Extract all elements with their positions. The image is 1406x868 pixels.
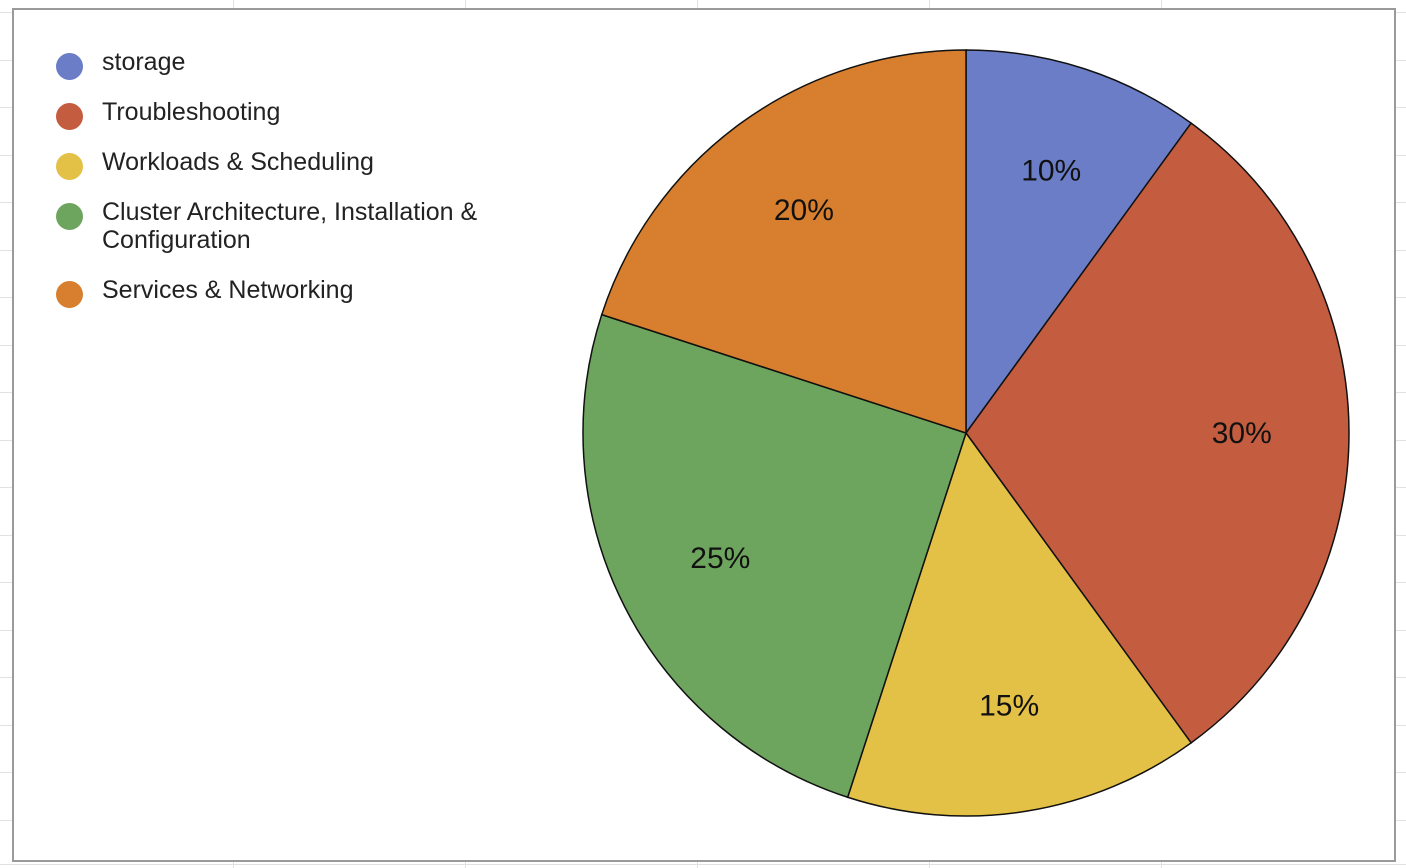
slice-percent-label: 30%: [1212, 417, 1272, 450]
slice-percent-label: 10%: [1021, 155, 1081, 188]
legend-dot-icon: [56, 203, 83, 230]
pie-slice-cluster-architecture-installation-configuration[interactable]: [582, 313, 967, 799]
legend-label: Troubleshooting: [102, 98, 281, 126]
legend-dot-icon: [56, 281, 83, 308]
pie-slice-storage[interactable]: [965, 49, 1193, 436]
slice-percent-label: 20%: [774, 194, 834, 227]
legend-label: Workloads & Scheduling: [102, 148, 374, 176]
legend-dot-icon: [56, 153, 83, 180]
legend-label: Services & Networking: [102, 276, 354, 304]
legend-dot-icon: [56, 103, 83, 130]
pie-slice-services-networking[interactable]: [600, 49, 967, 435]
legend-label: Cluster Architecture, Installation & Con…: [102, 198, 478, 254]
pie-slice-troubleshooting[interactable]: [965, 122, 1350, 744]
pie-slice-workloads-scheduling[interactable]: [846, 431, 1193, 817]
slice-percent-label: 25%: [690, 542, 750, 575]
slice-percent-label: 15%: [979, 689, 1039, 722]
legend-label: storage: [102, 48, 186, 76]
legend-dot-icon: [56, 53, 83, 80]
